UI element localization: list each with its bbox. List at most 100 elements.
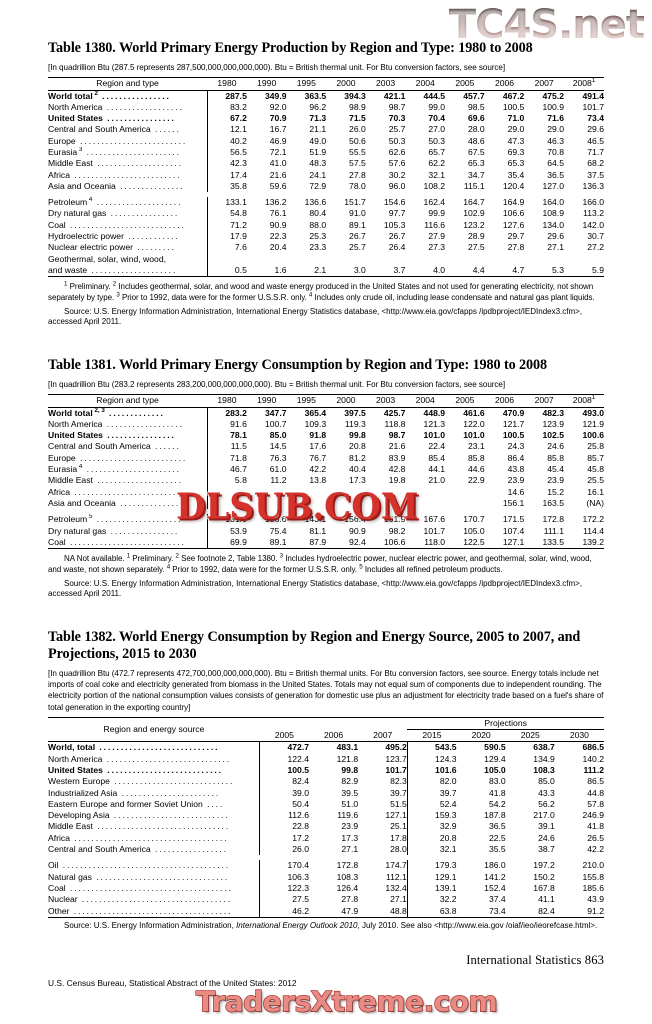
table-1382-headnote: [In quadrillion Btu (472.7 represents 47… xyxy=(48,668,604,712)
column-header-1980: 1980 xyxy=(217,395,237,406)
table-cell: 13.8 xyxy=(309,475,327,486)
table-cell: 27.1 xyxy=(390,894,407,905)
column-header-2005: 2005 xyxy=(455,395,475,406)
table-cell: 98.7 xyxy=(388,430,406,441)
table-cell xyxy=(247,498,287,509)
table-cell: 83.2 xyxy=(206,101,247,114)
table-row: Western Europe .........................… xyxy=(48,776,604,788)
row-label: Other ..................................… xyxy=(48,905,233,916)
table-cell: 112.1 xyxy=(385,871,407,882)
table-cell: 11.5 xyxy=(206,441,247,453)
table-cell: 69.6 xyxy=(467,113,485,124)
table-row: Coal ...................................… xyxy=(48,882,604,895)
table-cell: 46.2 xyxy=(259,905,309,918)
table-cell: 85.8 xyxy=(467,452,485,463)
table-cell: 24.6 xyxy=(538,832,555,843)
table-cell: 141.2 xyxy=(484,871,506,882)
table-row: Central and South America ...... 11.5 14.5… xyxy=(48,441,604,453)
table-cell: 32.9 xyxy=(406,821,457,833)
table-cell: 123.2 xyxy=(463,219,485,230)
table-cell: 99.9 xyxy=(428,208,446,219)
table-cell: 38.7 xyxy=(538,844,555,855)
table-cell: 590.5 xyxy=(484,742,506,753)
table-cell: 29.6 xyxy=(547,231,564,242)
table-cell: 25.7 xyxy=(388,124,406,135)
table-cell: 98.2 xyxy=(388,525,406,536)
table-cell: 349.9 xyxy=(264,90,287,101)
table-cell: 5.8 xyxy=(206,475,247,487)
table-cell: 36.5 xyxy=(547,169,564,180)
table-cell: 45.4 xyxy=(547,464,564,475)
table-row-header: Region and type 1980 1990 1995 2000 2003… xyxy=(48,394,604,408)
table-cell: 363.5 xyxy=(304,90,327,101)
row-label: Petroleum 5 .................... xyxy=(48,514,183,525)
table-cell: 101.7 xyxy=(423,525,446,536)
table-cell: 155.8 xyxy=(582,871,604,882)
table-cell: 127.1 xyxy=(502,536,525,547)
table-cell: 65.7 xyxy=(428,146,446,157)
table-cell: 17.2 xyxy=(259,832,309,845)
table-cell: 42.3 xyxy=(206,158,247,170)
table-cell xyxy=(287,487,327,498)
table-cell: 78.0 xyxy=(349,180,366,191)
row-label: United States ..........................… xyxy=(48,764,223,775)
row-label: Central and South America ...... xyxy=(48,124,181,135)
table-1381-header: Region and type 1980 1990 1995 2000 2003… xyxy=(48,394,604,408)
table-cell xyxy=(287,254,327,265)
table-cell: 27.8 xyxy=(341,894,359,905)
table-cell: 5.3 xyxy=(552,264,564,275)
table-cell: 106.3 xyxy=(259,871,309,883)
table-cell: 21.6 xyxy=(388,441,406,452)
table-row: Middle East .................... 42.3 41.0… xyxy=(48,158,604,170)
table-row: North America .................. 91.6 100.… xyxy=(48,418,604,431)
table-cell: 493.0 xyxy=(582,407,604,418)
table-row: Nuclear electric power ......... 7.6 20.4 2… xyxy=(48,242,604,254)
table-cell: 32.1 xyxy=(406,844,457,856)
table-row: Nuclear ................................… xyxy=(48,894,604,906)
table-cell: 27.5 xyxy=(467,242,485,253)
table-cell: 179.3 xyxy=(406,860,457,872)
row-label: Africa ......................... xyxy=(48,169,182,180)
table-cell: 133.5 xyxy=(542,536,564,547)
table-row: Other ..................................… xyxy=(48,905,604,918)
table-cell: 46.9 xyxy=(269,135,287,146)
table-cell: 57.8 xyxy=(587,798,604,809)
table-cell: 70.4 xyxy=(428,113,446,124)
column-header-1980: 1980 xyxy=(217,78,237,89)
table-cell: 35.4 xyxy=(507,169,525,180)
table-cell: 3.0 xyxy=(353,264,366,275)
table-row: United States ................ 67.2 70.9 71… xyxy=(48,113,604,125)
table-cell: 24.3 xyxy=(507,441,525,452)
table-row: Oil ....................................… xyxy=(48,860,604,872)
table-1380-headnote: [In quadrillion Btu (287.5 represents 28… xyxy=(48,63,506,72)
table-1380-block: Table 1380. World Primary Energy Product… xyxy=(48,0,604,328)
table-cell: 71.2 xyxy=(206,219,247,232)
table-cell: 68.2 xyxy=(587,158,604,169)
table-cell: 69.9 xyxy=(206,536,247,549)
table-cell: 20.8 xyxy=(406,832,457,845)
row-label: Western Europe .........................… xyxy=(48,776,235,787)
table-1382-body: World, total ...........................… xyxy=(48,741,604,918)
table-cell: 172.8 xyxy=(336,860,359,871)
table-1382: Region and energy source Projections 200… xyxy=(48,717,604,918)
table-row: Natural gas ............................… xyxy=(48,871,604,883)
table-cell: 26.4 xyxy=(388,242,406,253)
table-cell: 109.3 xyxy=(304,418,327,429)
table-cell: 115.1 xyxy=(463,180,485,191)
table-row: Petroleum 5 .................... 131.0 136… xyxy=(48,514,604,526)
table-row: Middle East ............................… xyxy=(48,821,604,833)
table-cell: 82.4 xyxy=(538,905,555,916)
table-cell: 100.7 xyxy=(264,418,287,429)
table-cell: 100.9 xyxy=(542,101,564,112)
row-label: Africa .................................… xyxy=(48,832,229,843)
table-cell: 90.9 xyxy=(349,525,366,536)
table-row: North America .................. 83.2 92.0… xyxy=(48,101,604,114)
table-cell: 132.4 xyxy=(385,882,407,893)
table-cell: 22.9 xyxy=(467,475,485,486)
table-cell: 30.7 xyxy=(587,231,604,242)
table-cell: 19.8 xyxy=(388,475,406,486)
table-cell: 108.3 xyxy=(533,764,555,775)
table-cell: 162.4 xyxy=(423,197,446,208)
table-row-header-years: 2005 2006 2007 2015 2020 2025 2030 xyxy=(48,730,604,742)
table-cell: 64.5 xyxy=(547,158,564,169)
